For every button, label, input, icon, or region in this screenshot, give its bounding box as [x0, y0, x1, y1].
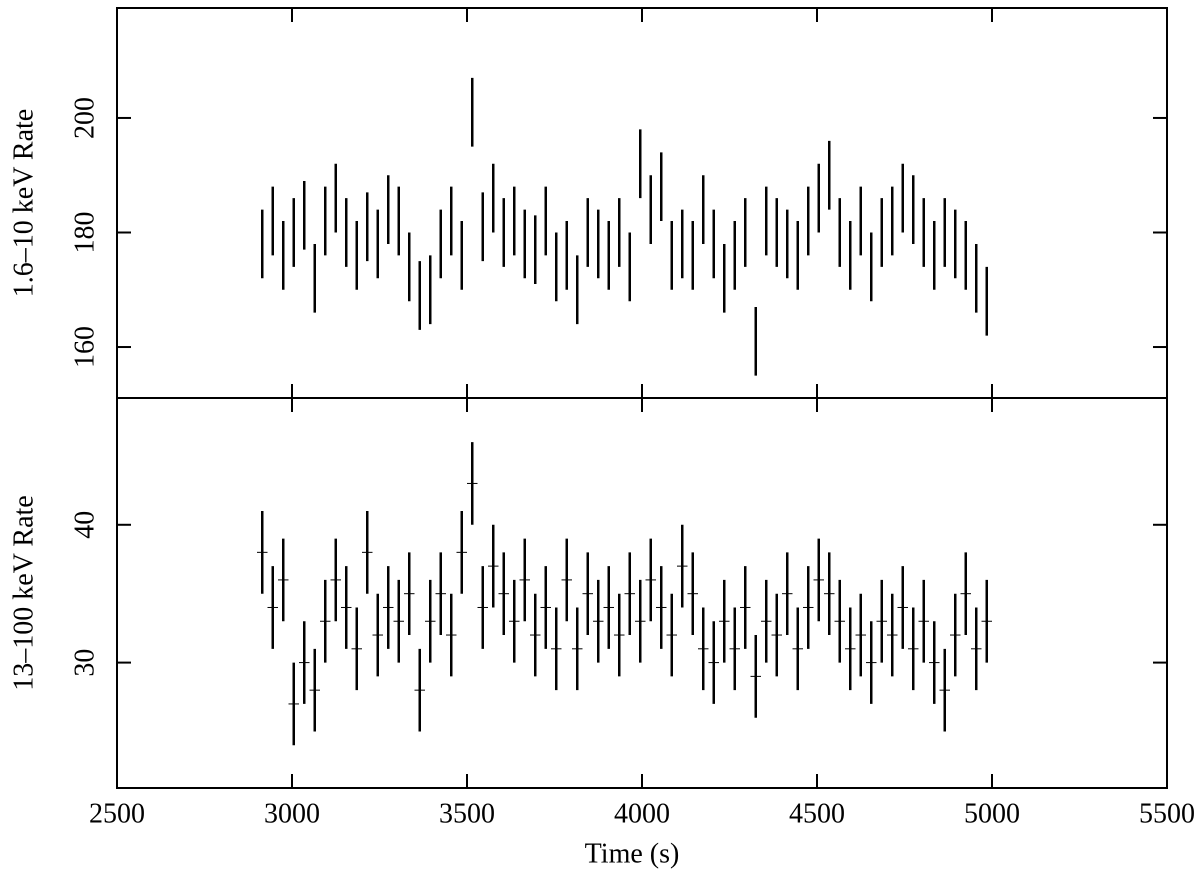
plot-frame — [116, 7, 1168, 399]
x-tick-label: 4500 — [789, 798, 845, 829]
x-tick-label: 2500 — [89, 798, 145, 829]
plot-frame — [116, 397, 1168, 789]
x-tick-label: 5000 — [964, 798, 1020, 829]
x-tick-label: 5500 — [1139, 798, 1195, 829]
y-axis-label: 13–100 keV Rate — [8, 495, 39, 690]
y-tick-label: 200 — [69, 97, 100, 139]
y-tick-label: 160 — [69, 326, 100, 368]
y-tick-label: 180 — [69, 211, 100, 253]
x-axis-label: Time (s) — [585, 838, 680, 869]
y-axis-label: 1.6–10 keV Rate — [8, 109, 39, 297]
x-tick-label: 4000 — [614, 798, 670, 829]
x-tick-label: 3000 — [264, 798, 320, 829]
y-tick-label: 40 — [69, 511, 100, 539]
y-tick-label: 30 — [69, 649, 100, 677]
x-tick-label: 3500 — [439, 798, 495, 829]
